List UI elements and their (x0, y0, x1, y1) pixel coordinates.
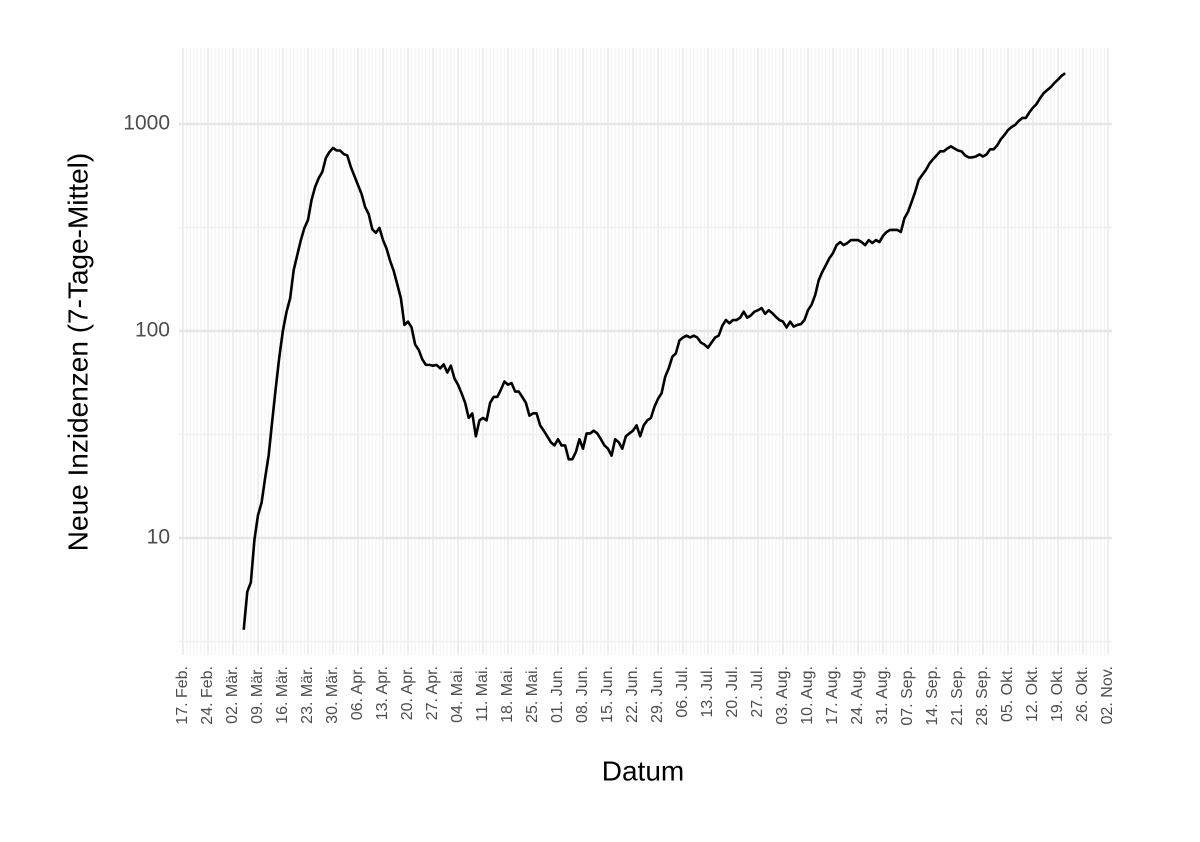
x-tick-label: 11. Mai. (474, 666, 491, 722)
x-tick-label: 28. Sep. (974, 666, 991, 726)
x-tick-label: 20. Apr. (399, 666, 416, 720)
x-tick-label: 13. Jul. (699, 666, 716, 718)
x-tick-label: 08. Jun. (574, 666, 591, 723)
x-tick-label: 09. Mär. (249, 666, 266, 724)
x-tick-label: 06. Jul. (674, 666, 691, 718)
x-tick-label: 02. Nov. (1099, 666, 1116, 724)
x-tick-label: 24. Aug. (849, 666, 866, 725)
x-tick-label: 25. Mai. (524, 666, 541, 723)
x-tick-label: 20. Jul. (724, 666, 741, 718)
x-tick-label: 03. Aug. (774, 666, 791, 725)
x-tick-label: 17. Aug. (824, 666, 841, 725)
x-tick-label: 06. Apr. (349, 666, 366, 720)
y-tick-label: 10 (147, 526, 170, 549)
x-tick-label: 23. Mär. (299, 666, 316, 724)
y-tick-label: 1000 (123, 112, 170, 135)
x-tick-label: 31. Aug. (874, 666, 891, 725)
x-tick-label: 12. Okt. (1024, 666, 1041, 722)
x-tick-label: 22. Jun. (624, 666, 641, 723)
x-tick-label: 26. Okt. (1074, 666, 1091, 722)
x-tick-label: 17. Feb. (174, 666, 191, 725)
x-tick-label: 27. Jul. (749, 666, 766, 718)
x-tick-label: 01. Jun. (549, 666, 566, 723)
x-tick-label: 13. Apr. (374, 666, 391, 720)
x-tick-label: 29. Jun. (649, 666, 666, 723)
x-tick-label: 18. Mai. (499, 666, 516, 723)
x-tick-label: 05. Okt. (999, 666, 1016, 722)
x-tick-label: 19. Okt. (1049, 666, 1066, 722)
x-tick-label: 21. Sep. (949, 666, 966, 726)
y-tick-label: 100 (135, 319, 170, 342)
x-tick-label: 10. Aug. (799, 666, 816, 725)
x-tick-label: 30. Mär. (324, 666, 341, 724)
y-axis-title: Neue Inzidenzen (7-Tage-Mittel) (62, 153, 93, 551)
data-line (242, 72, 1066, 630)
x-axis-title: Datum (602, 755, 684, 786)
x-tick-label: 24. Feb. (199, 666, 216, 725)
x-tick-label: 15. Jun. (599, 666, 616, 723)
x-tick-label: 04. Mai. (449, 666, 466, 723)
x-tick-label: 02. Mär. (224, 666, 241, 724)
x-tick-label: 14. Sep. (924, 666, 941, 726)
x-tick-label: 27. Apr. (424, 666, 441, 720)
x-tick-label: 16. Mär. (274, 666, 291, 724)
x-tick-label: 07. Sep. (899, 666, 916, 726)
